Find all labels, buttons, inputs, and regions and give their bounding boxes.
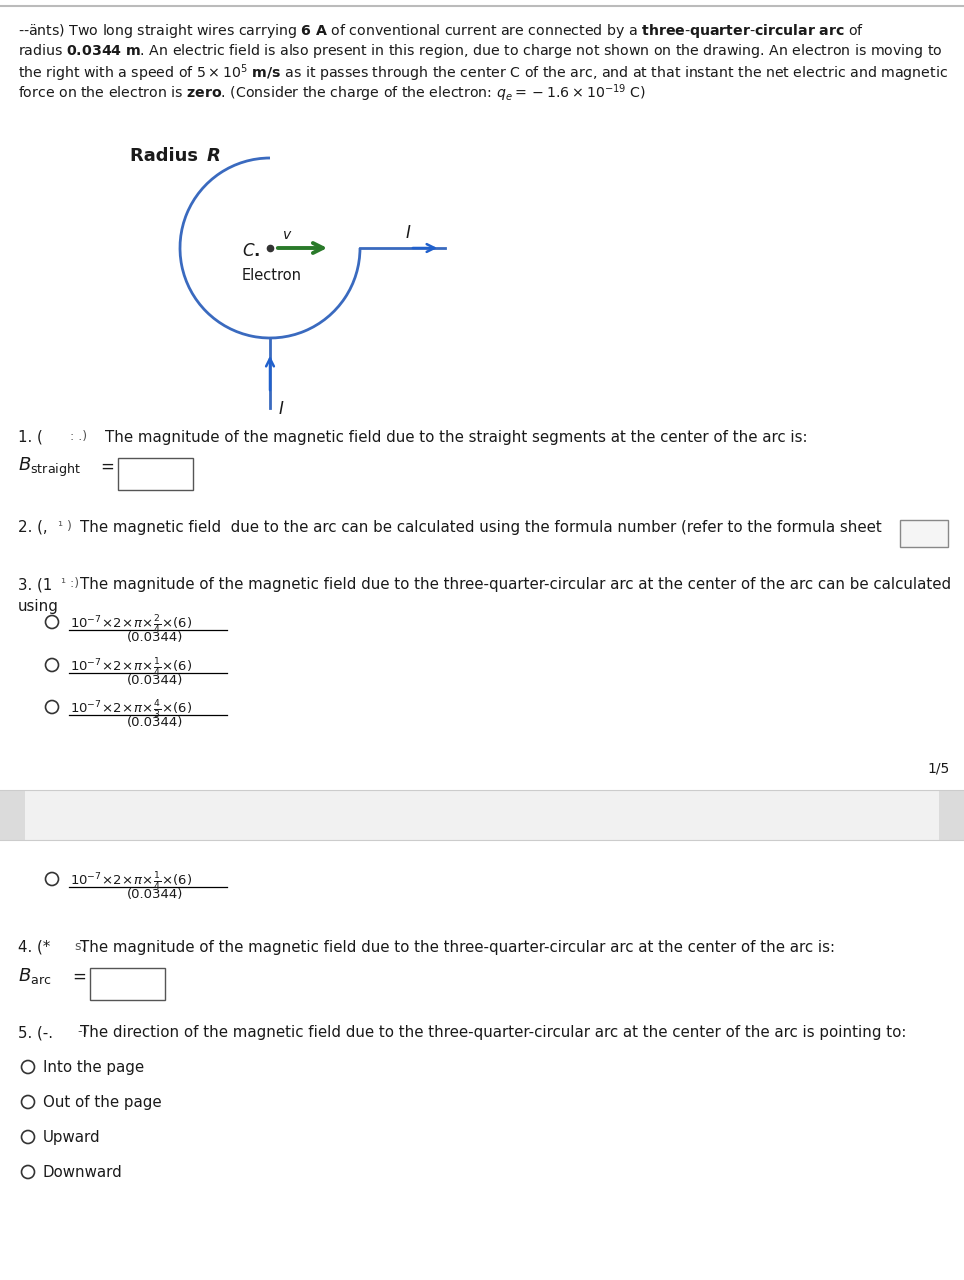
Text: Into the page: Into the page <box>43 1060 145 1075</box>
Circle shape <box>21 1096 35 1108</box>
Text: 1/5: 1/5 <box>927 762 950 776</box>
Text: The direction of the magnetic field due to the three-quarter-circular arc at the: The direction of the magnetic field due … <box>80 1025 906 1039</box>
Text: the right with a speed of $5\times 10^5$ $\mathbf{m/s}$ as it passes through the: the right with a speed of $5\times 10^5$… <box>18 61 948 83</box>
Bar <box>900 520 948 547</box>
Text: The magnetic field  due to the arc can be calculated using the formula number (r: The magnetic field due to the arc can be… <box>80 520 882 535</box>
Text: R: R <box>207 147 221 165</box>
Text: The magnitude of the magnetic field due to the straight segments at the center o: The magnitude of the magnetic field due … <box>105 430 808 445</box>
Text: 4. (*: 4. (* <box>18 940 50 955</box>
Text: s): s) <box>55 940 91 954</box>
Bar <box>0 790 964 840</box>
Text: $B_{\rm arc}$: $B_{\rm arc}$ <box>18 966 51 986</box>
Text: Out of the page: Out of the page <box>43 1094 162 1110</box>
Bar <box>939 790 964 840</box>
Circle shape <box>45 658 59 672</box>
Bar <box>0 790 25 840</box>
Text: $10^{-7}\!\times\!2\!\times\!\pi\!\times\!\frac{4}{3}\!\times\!(6)$: $10^{-7}\!\times\!2\!\times\!\pi\!\times… <box>70 699 193 721</box>
Text: =: = <box>100 458 114 476</box>
Text: ¹ ): ¹ ) <box>50 520 76 532</box>
Text: -): -) <box>58 1025 92 1038</box>
Text: =: = <box>72 968 86 986</box>
Text: $10^{-7}\!\times\!2\!\times\!\pi\!\times\!\frac{2}{4}\!\times\!(6)$: $10^{-7}\!\times\!2\!\times\!\pi\!\times… <box>70 614 193 636</box>
Text: $v$: $v$ <box>282 228 292 242</box>
Circle shape <box>45 873 59 886</box>
Text: force on the electron is $\mathbf{zero}$. (Consider the charge of the electron: : force on the electron is $\mathbf{zero}$… <box>18 82 646 104</box>
Text: 3. (1: 3. (1 <box>18 577 52 591</box>
Text: Radius: Radius <box>130 147 204 165</box>
Circle shape <box>45 616 59 628</box>
Text: $I$: $I$ <box>405 224 412 242</box>
Bar <box>90 968 165 1000</box>
Circle shape <box>45 700 59 713</box>
Text: $B_{\rm straight}$: $B_{\rm straight}$ <box>18 456 81 479</box>
Text: $I$: $I$ <box>278 399 284 419</box>
Text: : .): : .) <box>46 430 92 443</box>
Text: 1. (: 1. ( <box>18 430 42 445</box>
Text: Electron: Electron <box>242 268 302 283</box>
Text: (0.0344): (0.0344) <box>127 631 183 644</box>
Text: ¹ :): ¹ :) <box>53 577 83 590</box>
Text: 5. (-.: 5. (-. <box>18 1025 53 1039</box>
Bar <box>118 458 193 490</box>
Text: The magnitude of the magnetic field due to the three-quarter-circular arc at the: The magnitude of the magnetic field due … <box>80 577 951 591</box>
Text: Downward: Downward <box>43 1165 122 1180</box>
Text: $\mathit{C}$.: $\mathit{C}$. <box>242 242 260 260</box>
Circle shape <box>21 1166 35 1179</box>
Text: 2. (,: 2. (, <box>18 520 47 535</box>
Text: (0.0344): (0.0344) <box>127 716 183 730</box>
Text: $10^{-7}\!\times\!2\!\times\!\pi\!\times\!\frac{1}{4}\!\times\!(6)$: $10^{-7}\!\times\!2\!\times\!\pi\!\times… <box>70 870 193 893</box>
Circle shape <box>21 1061 35 1074</box>
Text: $10^{-7}\!\times\!2\!\times\!\pi\!\times\!\frac{1}{4}\!\times\!(6)$: $10^{-7}\!\times\!2\!\times\!\pi\!\times… <box>70 657 193 680</box>
Circle shape <box>21 1130 35 1143</box>
Text: (0.0344): (0.0344) <box>127 675 183 687</box>
Text: The magnitude of the magnetic field due to the three-quarter-circular arc at the: The magnitude of the magnetic field due … <box>80 940 835 955</box>
Text: Upward: Upward <box>43 1130 100 1146</box>
Text: (0.0344): (0.0344) <box>127 888 183 901</box>
Text: using: using <box>18 599 59 614</box>
Text: radius $\mathbf{0.0344\ m}$. An electric field is also present in this region, d: radius $\mathbf{0.0344\ m}$. An electric… <box>18 42 943 60</box>
Text: --änts) Two long straight wires carrying $\mathbf{6\ A}$ of conventional current: --änts) Two long straight wires carrying… <box>18 22 864 40</box>
